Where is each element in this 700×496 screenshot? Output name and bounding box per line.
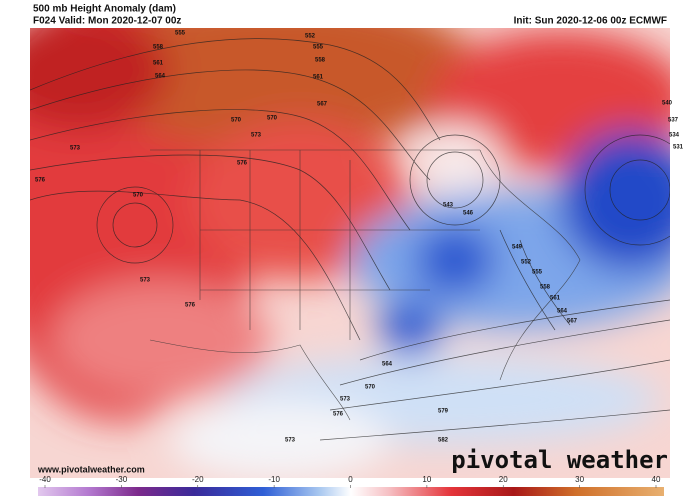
contour-label: 570 (365, 385, 376, 391)
contour-label: 573 (70, 146, 81, 152)
contour-label: 564 (557, 309, 568, 315)
contour-label: 555 (532, 270, 543, 276)
contour-label: 552 (305, 34, 316, 40)
contour-label: 546 (463, 211, 474, 217)
contour-label: 576 (185, 303, 196, 309)
colorbar-tick-label: -10 (268, 475, 280, 484)
contour-label: 561 (313, 75, 324, 81)
contour-label: 537 (668, 118, 679, 124)
colorbar-tick-label: 0 (348, 475, 353, 484)
contour-label: 540 (662, 101, 673, 107)
contour-label: 561 (550, 296, 561, 302)
contour-label: 573 (285, 438, 296, 444)
contour-label: 564 (155, 74, 166, 80)
contour-label: 555 (175, 31, 186, 37)
colorbar-tick-label: -30 (116, 475, 128, 484)
contour-label: 558 (315, 58, 326, 64)
contour-label: 558 (153, 45, 164, 51)
logo: pivotal weather (451, 446, 668, 474)
contour-label: 531 (673, 145, 684, 151)
contour-label: 570 (267, 116, 278, 122)
colorbar-tick-label: 20 (499, 475, 508, 484)
contour-label: 561 (153, 61, 164, 67)
contour-label: 570 (133, 193, 144, 199)
contour-label: 567 (567, 319, 578, 325)
contour-label: 543 (443, 203, 454, 209)
colorbar-ticks: -40 -30 -20 -10 0 10 20 30 40 (39, 475, 661, 488)
contour-label: 564 (382, 362, 393, 368)
contour-label: 573 (251, 133, 262, 139)
contour-label: 555 (313, 45, 324, 51)
contour-label: 576 (237, 161, 248, 167)
colorbar-tick-label: 40 (652, 475, 661, 484)
contour-label: 549 (512, 245, 523, 251)
website: www.pivotalweather.com (37, 464, 145, 474)
colorbar-tick-label: 10 (422, 475, 431, 484)
contour-label: 573 (340, 397, 351, 403)
contour-label: 573 (140, 278, 151, 284)
contour-label: 552 (521, 260, 532, 266)
contour-label: 579 (438, 409, 449, 415)
colorbar-tick-label: 30 (575, 475, 584, 484)
contour-label: 567 (317, 102, 328, 108)
valid-time: F024 Valid: Mon 2020-12-07 00z (33, 16, 181, 27)
map-title: 500 mb Height Anomaly (dam) (33, 4, 176, 15)
contour-label: 576 (333, 412, 344, 418)
map (30, 28, 670, 478)
colorbar (38, 487, 664, 496)
colorbar-tick-label: -40 (39, 475, 51, 484)
contour-label: 558 (540, 285, 551, 291)
contour-label: 534 (669, 133, 680, 139)
colorbar-tick-label: -20 (192, 475, 204, 484)
contour-label: 570 (231, 118, 242, 124)
init-time: Init: Sun 2020-12-06 00z ECMWF (514, 16, 667, 27)
contour-label: 576 (35, 178, 46, 184)
contour-label: 582 (438, 438, 449, 444)
